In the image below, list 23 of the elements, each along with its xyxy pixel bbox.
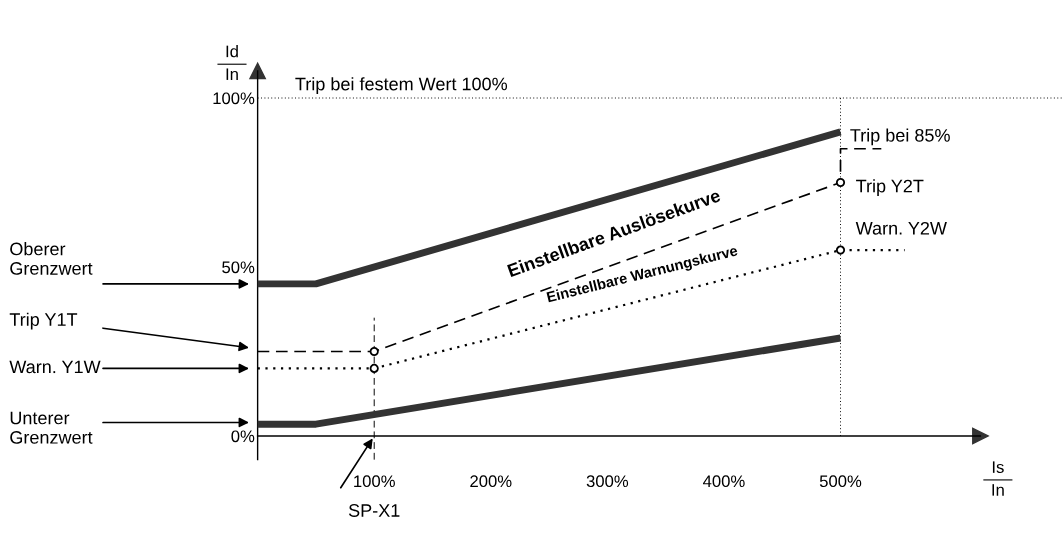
x-tick-label: 200%	[470, 475, 512, 488]
y-axis-title: Id In	[226, 45, 238, 80]
annotation: Warn. Y2W	[855, 221, 947, 235]
point	[835, 245, 846, 255]
annotation: SP-X1	[348, 504, 400, 517]
ref-line-label: Trip bei festem Wert 100%	[295, 77, 508, 94]
y-tick-label: 0%	[231, 430, 255, 443]
point	[369, 346, 379, 357]
point	[835, 177, 846, 188]
annotation: Oberer Grenzwert	[10, 242, 93, 275]
y-tick-label: 100%	[213, 92, 255, 105]
x-tick-label: 400%	[703, 475, 745, 488]
annotation: Unterer Grenzwert	[10, 411, 93, 444]
x-axis-title: Is In	[992, 461, 1004, 496]
x-tick-label: 500%	[819, 475, 862, 488]
x-tick-label: 100%	[354, 475, 395, 488]
annotation: Trip Y2T	[856, 179, 924, 196]
annotation: Warn. Y1W	[9, 360, 101, 374]
annotation: Trip Y1T	[9, 312, 78, 330]
y-tick-label: 50%	[222, 261, 255, 274]
point	[369, 363, 379, 373]
x-tick-label: 300%	[586, 475, 629, 488]
annotation: Trip bei 85%	[850, 128, 950, 146]
